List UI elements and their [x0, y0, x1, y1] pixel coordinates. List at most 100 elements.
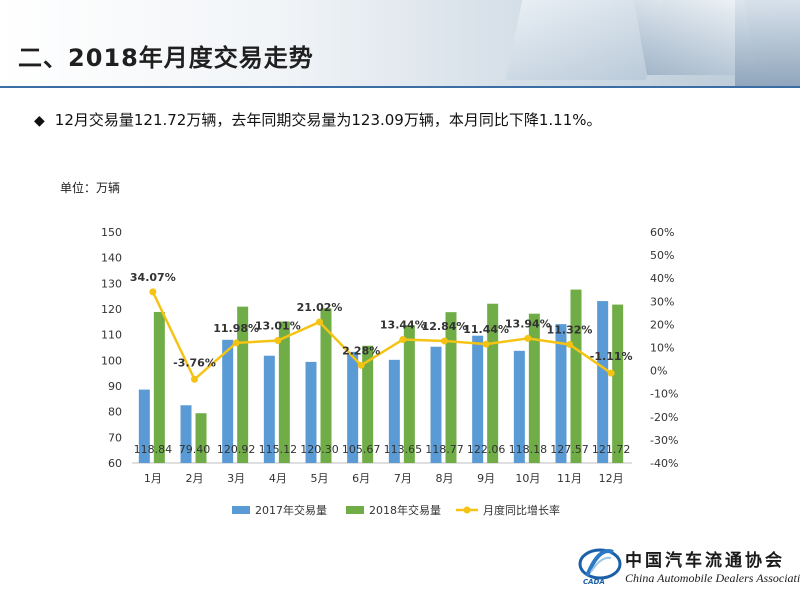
- x-axis-tick-label: 3月: [227, 472, 245, 485]
- x-axis-tick-label: 9月: [477, 472, 495, 485]
- bar-2018-value-label: 127.57: [550, 443, 589, 456]
- x-axis-tick-label: 2月: [186, 472, 204, 485]
- header-band: 二、2018年月度交易走势: [0, 0, 800, 88]
- y2-axis-tick-label: 50%: [650, 249, 674, 262]
- bar-2018-value-label: 122.06: [467, 443, 506, 456]
- logo-english-name: China Automobile Dealers Association: [625, 571, 800, 585]
- bar-2018-value-label: 120.30: [300, 443, 339, 456]
- y-axis-tick-label: 150: [101, 226, 122, 239]
- x-axis-tick-label: 4月: [269, 472, 287, 485]
- unit-label: 单位：万辆: [60, 180, 120, 195]
- bar-2018-value-label: 118.77: [425, 443, 464, 456]
- bar-2018-value-label: 120.92: [217, 443, 256, 456]
- bar-2018-value-label: 118.84: [134, 443, 173, 456]
- y-axis-tick-label: 100: [101, 354, 122, 367]
- y2-axis-tick-label: 60%: [650, 226, 674, 239]
- summary-text: 12月交易量121.72万辆，去年同期交易量为123.09万辆，本月同比下降1.…: [54, 111, 602, 129]
- legend-marker-growth: [463, 506, 471, 514]
- bar-2017: [388, 359, 400, 463]
- bar-2018-value-label: 105.67: [342, 443, 381, 456]
- y-axis-tick-label: 60: [108, 457, 122, 470]
- legend-swatch-2018: [346, 506, 364, 514]
- growth-rate-label: 13.44%: [380, 319, 426, 332]
- growth-rate-label: 13.01%: [255, 320, 301, 333]
- y2-axis-tick-label: -20%: [650, 411, 678, 424]
- growth-rate-point: [524, 334, 532, 342]
- y-axis-tick-label: 90: [108, 380, 122, 393]
- growth-rate-point: [482, 340, 490, 348]
- bar-2018: [362, 345, 374, 463]
- growth-rate-label: 11.98%: [213, 322, 259, 335]
- bar-2018: [487, 303, 499, 463]
- bar-2017: [555, 324, 567, 463]
- growth-rate-label: 11.44%: [463, 323, 509, 336]
- legend-label-growth: 月度同比增长率: [483, 503, 560, 517]
- bar-2017: [347, 351, 359, 463]
- y2-axis-tick-label: 10%: [650, 342, 674, 355]
- growth-rate-point: [274, 337, 282, 345]
- bar-2018: [403, 325, 415, 463]
- x-axis-tick-label: 1月: [144, 472, 162, 485]
- bar-2018: [320, 308, 332, 463]
- bar-2018-value-label: 115.12: [259, 443, 298, 456]
- bar-2017: [263, 355, 275, 463]
- bar-2017: [597, 301, 609, 463]
- growth-rate-point: [357, 361, 365, 369]
- y2-axis-tick-label: 20%: [650, 318, 674, 331]
- legend-label-2018: 2018年交易量: [369, 503, 441, 517]
- growth-rate-label: -3.76%: [173, 356, 216, 369]
- y-axis-tick-label: 130: [101, 277, 122, 290]
- bar-2017: [222, 339, 234, 463]
- y2-axis-tick-label: 0%: [650, 365, 667, 378]
- growth-rate-line: [151, 291, 612, 382]
- growth-rate-point: [607, 369, 615, 377]
- legend-label-2017: 2017年交易量: [255, 503, 327, 517]
- bar-2018: [278, 321, 290, 463]
- bar-2018: [570, 289, 582, 463]
- bar-2018: [237, 306, 249, 463]
- summary-line: ◆ 12月交易量121.72万辆，去年同期交易量为123.09万辆，本月同比下降1…: [34, 109, 602, 130]
- bar-2018: [153, 311, 165, 463]
- bar-2018: [528, 313, 540, 463]
- header-decoration: [735, 0, 800, 88]
- growth-rate-label: 2.28%: [342, 344, 380, 357]
- bar-2017: [513, 350, 525, 463]
- y2-axis-tick-label: -40%: [650, 457, 678, 470]
- growth-rate-label: 21.02%: [297, 301, 343, 314]
- legend-swatch-2017: [232, 506, 250, 514]
- y-axis-tick-label: 110: [101, 329, 122, 342]
- growth-rate-point: [441, 337, 448, 345]
- bar-2018-value-label: 79.40: [179, 443, 211, 456]
- growth-rate-point: [191, 375, 198, 383]
- growth-rate-label: 34.07%: [130, 271, 176, 284]
- page-title: 二、2018年月度交易走势: [18, 44, 314, 72]
- y-axis-tick-label: 140: [101, 252, 122, 265]
- x-axis-tick-label: 7月: [394, 472, 412, 485]
- bar-2018-value-label: 113.65: [384, 443, 423, 456]
- x-axis-tick-label: 10月: [515, 472, 540, 485]
- bar-2018: [612, 304, 624, 463]
- x-axis-tick-label: 11月: [557, 472, 582, 485]
- growth-rate-point: [399, 336, 407, 344]
- bar-2018: [445, 312, 457, 463]
- growth-rate-label: 11.32%: [547, 323, 593, 336]
- logo-abbreviation: CADA: [583, 578, 605, 586]
- x-axis-tick-label: 12月: [599, 472, 624, 485]
- cada-logo: CADA 中国汽车流通协会 China Automobile Dealers A…: [577, 540, 800, 595]
- bar-2018-value-label: 121.72: [592, 443, 631, 456]
- y-axis-tick-label: 70: [108, 431, 122, 444]
- y2-axis-tick-label: -10%: [650, 388, 678, 401]
- y-axis-tick-label: 80: [108, 406, 122, 419]
- x-axis-tick-label: 6月: [352, 472, 370, 485]
- bar-2018-value-label: 118.18: [509, 443, 548, 456]
- growth-rate-point: [316, 318, 323, 326]
- growth-rate-point: [149, 288, 157, 296]
- growth-rate-label: 12.84%: [422, 320, 468, 333]
- x-axis-tick-label: 8月: [436, 472, 454, 485]
- y-axis-tick-label: 120: [101, 303, 122, 316]
- bar-2017: [180, 405, 192, 463]
- y2-axis-tick-label: 30%: [650, 295, 674, 308]
- x-axis-tick-label: 5月: [311, 472, 329, 485]
- growth-rate-label: 13.94%: [505, 317, 551, 330]
